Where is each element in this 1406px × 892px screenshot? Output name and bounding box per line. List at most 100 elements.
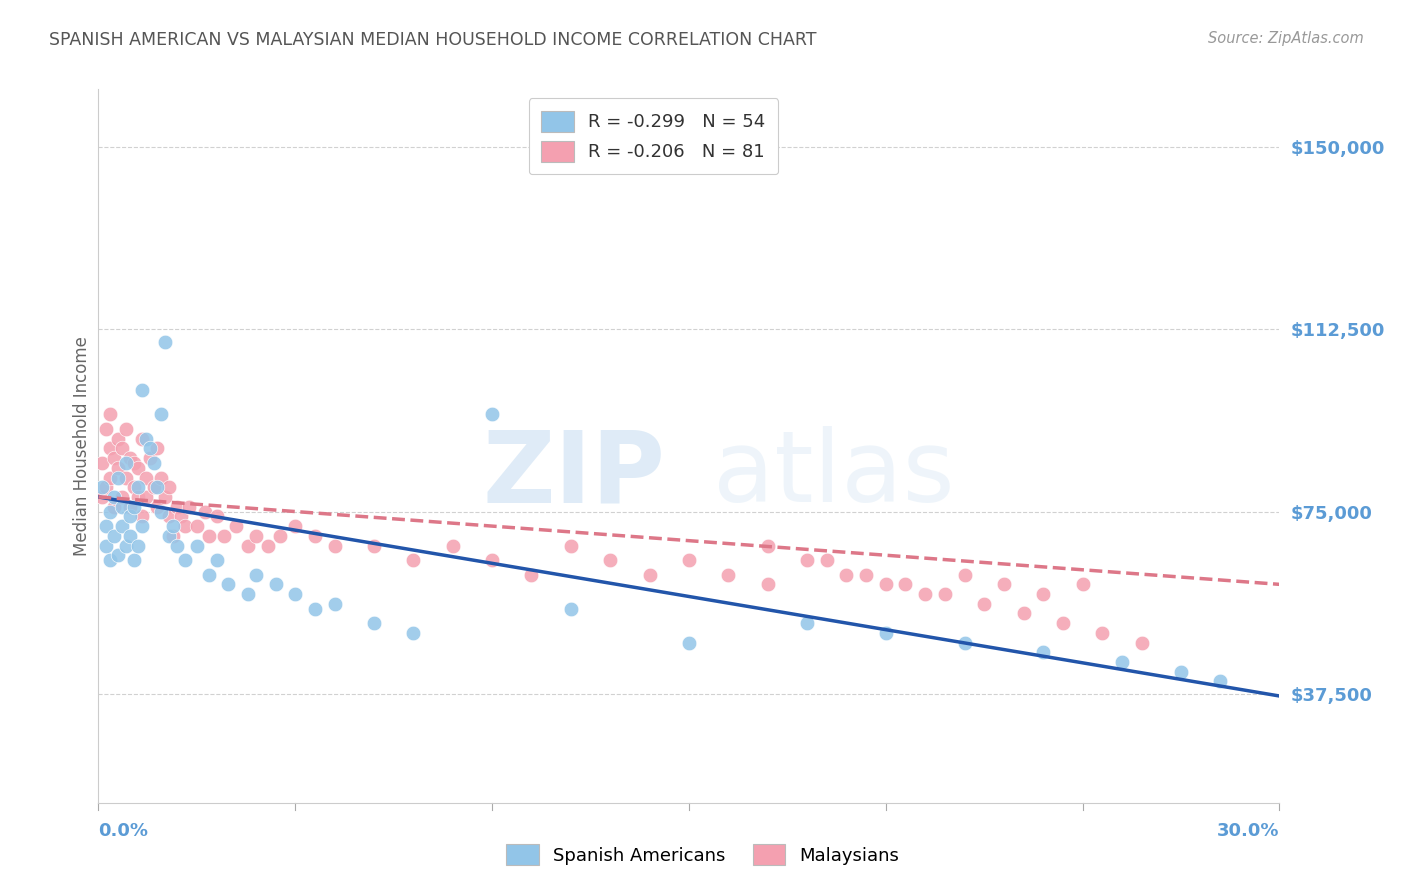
Point <box>934 587 956 601</box>
Point <box>481 408 503 422</box>
Point <box>256 539 278 553</box>
Point <box>103 529 125 543</box>
Point <box>155 490 177 504</box>
Point <box>122 553 145 567</box>
Point <box>127 539 149 553</box>
Point <box>107 470 129 484</box>
Point <box>103 490 125 504</box>
Point <box>118 529 141 543</box>
Text: 30.0%: 30.0% <box>1218 822 1279 840</box>
Point <box>678 553 700 567</box>
Point <box>98 442 121 456</box>
Text: Source: ZipAtlas.com: Source: ZipAtlas.com <box>1208 31 1364 46</box>
Point <box>142 480 165 494</box>
Point <box>111 500 134 514</box>
Point <box>197 567 219 582</box>
Point <box>174 519 197 533</box>
Point <box>197 529 219 543</box>
Point <box>1209 674 1232 689</box>
Point <box>441 539 464 553</box>
Point <box>756 539 779 553</box>
Point <box>135 432 157 446</box>
Point <box>914 587 936 601</box>
Point <box>166 500 188 514</box>
Text: SPANISH AMERICAN VS MALAYSIAN MEDIAN HOUSEHOLD INCOME CORRELATION CHART: SPANISH AMERICAN VS MALAYSIAN MEDIAN HOU… <box>49 31 817 49</box>
Point <box>174 553 197 567</box>
Text: ZIP: ZIP <box>482 426 665 523</box>
Point <box>796 616 818 631</box>
Point <box>150 504 173 518</box>
Point <box>127 490 149 504</box>
Point <box>177 500 200 514</box>
Point <box>186 539 208 553</box>
Point <box>194 504 217 518</box>
Point <box>162 519 184 533</box>
Point <box>402 553 425 567</box>
Point <box>323 597 346 611</box>
Point <box>1130 635 1153 649</box>
Point <box>111 442 134 456</box>
Point <box>225 519 247 533</box>
Point <box>284 587 307 601</box>
Point <box>142 456 165 470</box>
Legend: Spanish Americans, Malaysians: Spanish Americans, Malaysians <box>498 835 908 874</box>
Point <box>245 529 267 543</box>
Point <box>1012 607 1035 621</box>
Point <box>107 460 129 475</box>
Point <box>146 480 169 494</box>
Point <box>103 500 125 514</box>
Point <box>96 480 118 494</box>
Point <box>111 519 134 533</box>
Point <box>131 383 153 397</box>
Text: atlas: atlas <box>713 426 955 523</box>
Point <box>118 451 141 466</box>
Point <box>214 529 236 543</box>
Point <box>115 422 138 436</box>
Point <box>638 567 661 582</box>
Point <box>953 635 976 649</box>
Point <box>91 490 114 504</box>
Point <box>98 408 121 422</box>
Point <box>118 509 141 524</box>
Point <box>115 470 138 484</box>
Point <box>91 456 114 470</box>
Point <box>131 432 153 446</box>
Point <box>363 539 385 553</box>
Point <box>131 509 153 524</box>
Point <box>98 553 121 567</box>
Point <box>115 456 138 470</box>
Point <box>269 529 291 543</box>
Legend: R = -0.299   N = 54, R = -0.206   N = 81: R = -0.299 N = 54, R = -0.206 N = 81 <box>529 98 779 174</box>
Point <box>157 480 180 494</box>
Point <box>599 553 621 567</box>
Point <box>236 587 259 601</box>
Point <box>264 577 287 591</box>
Point <box>1032 587 1054 601</box>
Point <box>402 626 425 640</box>
Point <box>127 460 149 475</box>
Point <box>1111 655 1133 669</box>
Point <box>560 601 582 615</box>
Point <box>236 539 259 553</box>
Point <box>150 408 173 422</box>
Point <box>107 432 129 446</box>
Point <box>150 470 173 484</box>
Point <box>363 616 385 631</box>
Point <box>96 519 118 533</box>
Point <box>205 509 228 524</box>
Point <box>135 470 157 484</box>
Point <box>520 567 543 582</box>
Point <box>111 490 134 504</box>
Point <box>98 470 121 484</box>
Point <box>717 567 740 582</box>
Text: 0.0%: 0.0% <box>98 822 149 840</box>
Point <box>855 567 877 582</box>
Point <box>96 422 118 436</box>
Point <box>304 529 326 543</box>
Point <box>186 519 208 533</box>
Point <box>103 451 125 466</box>
Point <box>953 567 976 582</box>
Point <box>973 597 995 611</box>
Point <box>894 577 917 591</box>
Point <box>796 553 818 567</box>
